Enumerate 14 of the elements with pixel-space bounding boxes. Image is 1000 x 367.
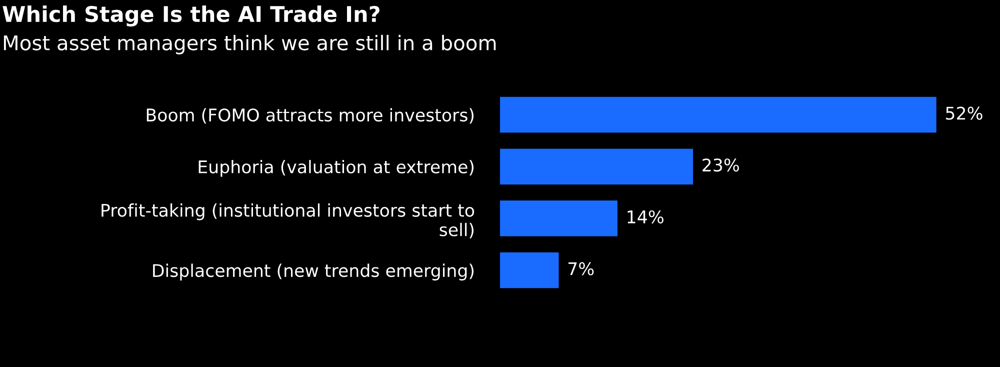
data-label: 7% [568,262,594,276]
bar [500,252,559,288]
y-tick-label: Boom (FOMO attracts more investors) [146,108,474,124]
text: Most asset managers think we are still in a boom [4,34,496,54]
data-label: 52% [946,106,982,120]
bar [500,148,694,184]
data-label: 14% [628,210,664,224]
data-label: 23% [702,158,739,172]
y-tick-label: Profit-taking (institutional investors start to sell) [102,203,474,238]
bar [500,96,936,133]
y-tick-label: Euphoria (valuation at extreme) [198,160,474,177]
text: Which Stage Is the AI Trade In? [2,6,380,27]
bar [500,200,618,236]
y-tick-label: Displacement (new trends emerging) [153,264,474,280]
